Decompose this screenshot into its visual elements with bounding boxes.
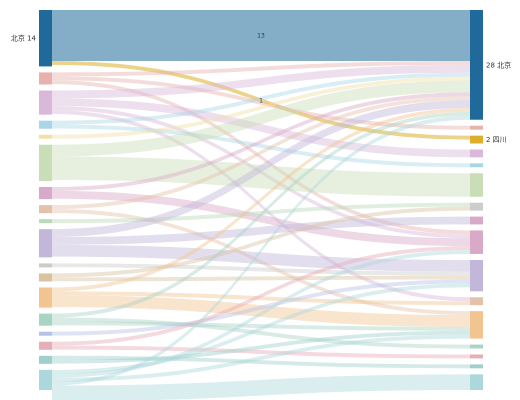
link-21 <box>52 244 470 272</box>
link-label-1: 1 <box>259 97 263 104</box>
link-26 <box>52 291 470 306</box>
link-6 <box>52 98 470 158</box>
link-36 <box>52 283 470 374</box>
right-node-9[interactable] <box>470 259 483 292</box>
right-node-14[interactable] <box>470 364 483 369</box>
right-node-8[interactable] <box>470 230 483 254</box>
left-node-14[interactable] <box>39 331 52 336</box>
left-node-9[interactable] <box>39 229 52 258</box>
link-0 <box>52 10 470 61</box>
right-node-12[interactable] <box>470 344 483 349</box>
link-7 <box>52 106 470 239</box>
left-node-3[interactable] <box>39 120 52 129</box>
right-node-11[interactable] <box>470 311 483 339</box>
link-9 <box>52 72 470 125</box>
left-node-label-0: 北京 14 <box>11 34 37 43</box>
link-4 <box>52 80 470 235</box>
link-8 <box>52 110 470 302</box>
left-node-13[interactable] <box>39 313 52 326</box>
link-35 <box>52 330 470 364</box>
link-22 <box>52 263 470 276</box>
link-1 <box>52 60 470 140</box>
right-node-3[interactable] <box>470 149 483 158</box>
link-13 <box>52 156 470 197</box>
link-5 <box>52 64 470 99</box>
right-node-7[interactable] <box>470 216 483 225</box>
link-2 <box>52 60 470 77</box>
left-node-4[interactable] <box>39 134 52 139</box>
left-node-16[interactable] <box>39 355 52 364</box>
link-16 <box>52 96 470 210</box>
right-node-13[interactable] <box>470 354 483 359</box>
link-34 <box>52 355 470 369</box>
right-node-5[interactable] <box>470 173 483 197</box>
right-node-2[interactable] <box>470 135 483 144</box>
link-37 <box>52 250 470 378</box>
right-node-15[interactable] <box>470 374 483 390</box>
link-27 <box>52 295 470 327</box>
link-23 <box>52 206 470 278</box>
left-node-10[interactable] <box>39 263 52 268</box>
left-node-15[interactable] <box>39 341 52 350</box>
link-20 <box>52 216 470 245</box>
left-node-1[interactable] <box>39 72 52 85</box>
link-39 <box>52 115 470 386</box>
left-node-5[interactable] <box>39 144 52 182</box>
right-node-0[interactable] <box>470 10 483 120</box>
link-10 <box>52 124 470 168</box>
labels-layer: 13 1 北京 14 28 北京 2 四川 <box>11 32 511 144</box>
link-3 <box>52 76 470 130</box>
link-12 <box>52 80 470 157</box>
left-node-2[interactable] <box>39 90 52 115</box>
link-label-0: 13 <box>257 32 265 39</box>
link-18 <box>52 202 470 224</box>
right-node-4[interactable] <box>470 163 483 168</box>
link-17 <box>52 209 470 316</box>
link-38 <box>52 334 470 382</box>
link-11 <box>52 76 470 139</box>
link-30 <box>52 321 470 331</box>
right-node-6[interactable] <box>470 202 483 211</box>
link-28 <box>52 111 470 318</box>
link-32 <box>52 246 470 346</box>
left-node-17[interactable] <box>39 369 52 390</box>
link-31 <box>52 279 470 336</box>
link-14 <box>52 92 470 191</box>
left-node-12[interactable] <box>39 287 52 308</box>
left-node-7[interactable] <box>39 205 52 214</box>
link-15 <box>52 190 470 247</box>
right-node-label-0: 28 北京 <box>486 60 511 69</box>
right-node-10[interactable] <box>470 297 483 306</box>
left-node-0[interactable] <box>39 10 52 67</box>
link-19 <box>52 100 470 238</box>
links-layer <box>52 10 470 400</box>
right-node-label-2: 2 四川 <box>486 136 507 144</box>
right-node-1[interactable] <box>470 125 483 130</box>
link-24 <box>52 275 470 282</box>
link-25 <box>52 107 470 292</box>
nodes-layer <box>39 10 483 390</box>
left-node-11[interactable] <box>39 273 52 282</box>
link-33 <box>52 345 470 359</box>
left-node-8[interactable] <box>39 219 52 224</box>
link-40 <box>52 374 470 400</box>
left-node-6[interactable] <box>39 187 52 200</box>
link-29 <box>52 317 470 349</box>
